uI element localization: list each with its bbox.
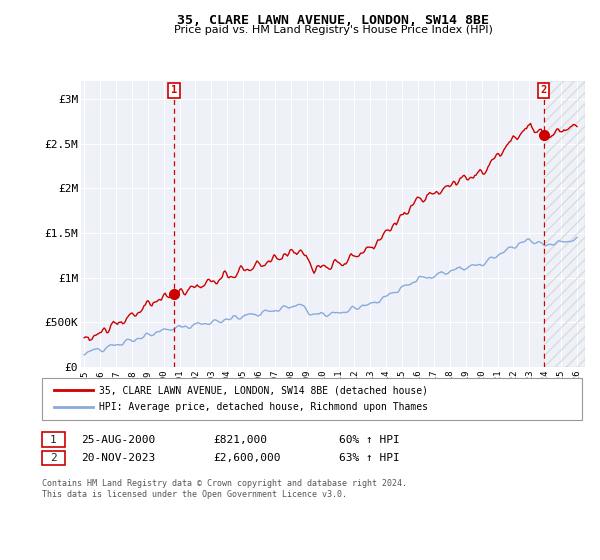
Text: £821,000: £821,000 [213, 435, 267, 445]
Text: 2: 2 [541, 86, 547, 96]
Text: 25-AUG-2000: 25-AUG-2000 [81, 435, 155, 445]
Text: 60% ↑ HPI: 60% ↑ HPI [339, 435, 400, 445]
Text: £2,600,000: £2,600,000 [213, 453, 281, 463]
Text: 20-NOV-2023: 20-NOV-2023 [81, 453, 155, 463]
Text: 1: 1 [50, 435, 57, 445]
Text: HPI: Average price, detached house, Richmond upon Thames: HPI: Average price, detached house, Rich… [99, 402, 428, 412]
Text: 2: 2 [50, 453, 57, 463]
Text: 35, CLARE LAWN AVENUE, LONDON, SW14 8BE (detached house): 35, CLARE LAWN AVENUE, LONDON, SW14 8BE … [99, 385, 428, 395]
Text: 63% ↑ HPI: 63% ↑ HPI [339, 453, 400, 463]
Text: 1: 1 [171, 86, 177, 96]
Text: Contains HM Land Registry data © Crown copyright and database right 2024.
This d: Contains HM Land Registry data © Crown c… [42, 479, 407, 499]
Text: 35, CLARE LAWN AVENUE, LONDON, SW14 8BE: 35, CLARE LAWN AVENUE, LONDON, SW14 8BE [177, 14, 489, 27]
Text: Price paid vs. HM Land Registry's House Price Index (HPI): Price paid vs. HM Land Registry's House … [173, 25, 493, 35]
